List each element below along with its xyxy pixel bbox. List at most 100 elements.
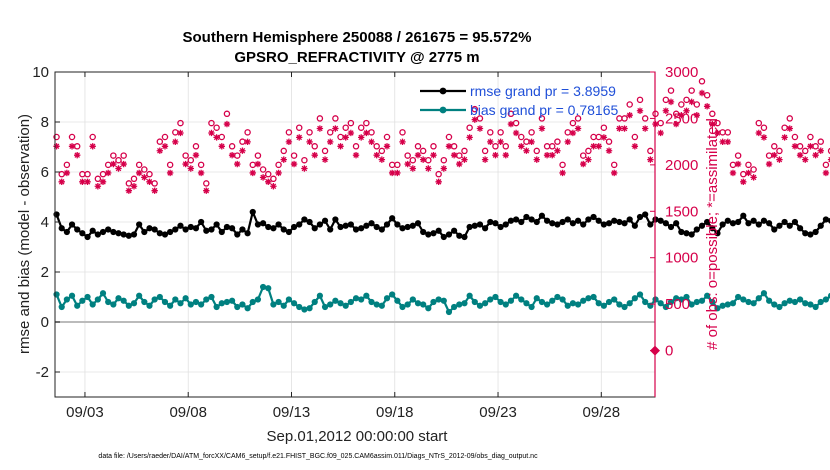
bias-point bbox=[311, 298, 318, 306]
rmse-point bbox=[280, 226, 287, 233]
obs-assimilated-marker bbox=[151, 187, 158, 194]
rmse-line bbox=[55, 210, 830, 239]
rmse-point bbox=[105, 226, 112, 233]
obs-possible-marker bbox=[363, 119, 370, 127]
rmse-point bbox=[714, 230, 721, 237]
obs-assimilated-marker bbox=[146, 178, 153, 186]
obs-assimilated-marker bbox=[492, 151, 499, 159]
bias-point bbox=[363, 292, 370, 299]
rmse-point bbox=[223, 223, 231, 231]
obs-possible-marker bbox=[430, 143, 437, 150]
rmse-point bbox=[585, 216, 592, 223]
bias-point bbox=[755, 295, 762, 302]
obs-assimilated-marker bbox=[172, 138, 179, 146]
obs-possible-marker bbox=[306, 129, 313, 136]
rmse-point bbox=[657, 217, 664, 224]
obs-assimilated-marker bbox=[270, 183, 277, 190]
obs-assimilated-marker bbox=[89, 143, 96, 150]
obs-assimilated-marker bbox=[53, 143, 60, 150]
rmse-point bbox=[807, 231, 814, 238]
obs-assimilated-marker bbox=[120, 160, 127, 168]
y-tick-label: 6 bbox=[41, 164, 49, 181]
rmse-point bbox=[146, 225, 153, 232]
obs-possible-marker bbox=[827, 147, 830, 154]
obs-assimilated-marker bbox=[79, 178, 86, 186]
obs-assimilated-marker bbox=[234, 160, 241, 168]
bias-point bbox=[771, 301, 778, 308]
obs-assimilated-marker bbox=[177, 129, 184, 137]
bias-point bbox=[74, 302, 81, 309]
obs-assimilated-marker bbox=[662, 107, 670, 114]
obs-possible-marker bbox=[68, 133, 76, 141]
rmse-point bbox=[53, 211, 60, 218]
bias-point bbox=[461, 300, 468, 307]
rmse-point bbox=[709, 225, 716, 232]
obs-assimilated-marker bbox=[776, 156, 783, 163]
rmse-point bbox=[492, 220, 499, 227]
obs-possible-marker bbox=[378, 147, 386, 155]
obs-assimilated-marker bbox=[357, 134, 365, 141]
obs-possible-marker bbox=[786, 115, 794, 122]
obs-assimilated-marker bbox=[611, 169, 618, 177]
obs-assimilated-marker bbox=[755, 129, 762, 137]
rmse-point bbox=[776, 222, 783, 229]
obs-possible-marker bbox=[228, 143, 236, 150]
rmse-point bbox=[554, 221, 561, 228]
rmse-point bbox=[631, 222, 638, 229]
obs-possible-marker bbox=[579, 152, 587, 159]
rmse-point bbox=[383, 221, 391, 228]
obs-possible-marker bbox=[734, 152, 742, 159]
obs-possible-marker bbox=[404, 152, 411, 159]
rmse-point bbox=[497, 223, 504, 231]
obs-assimilated-marker bbox=[265, 178, 272, 186]
obs-possible-marker bbox=[626, 101, 633, 108]
bias-point bbox=[683, 293, 690, 301]
obs-possible-marker bbox=[146, 170, 153, 178]
rmse-point bbox=[822, 216, 830, 223]
bias-point bbox=[218, 300, 225, 307]
rmse-point bbox=[296, 221, 303, 228]
bias-point bbox=[673, 295, 680, 302]
obs-assimilated-marker bbox=[574, 125, 582, 132]
obs-possible-marker bbox=[265, 170, 272, 178]
obs-assimilated-marker bbox=[543, 151, 551, 159]
bias-point bbox=[456, 301, 463, 308]
bias-point bbox=[445, 308, 453, 316]
obs-assimilated-marker bbox=[616, 125, 623, 132]
obs-assimilated-marker bbox=[647, 156, 654, 163]
bias-point bbox=[492, 293, 499, 301]
bias-point bbox=[786, 297, 793, 304]
bias-point bbox=[678, 296, 685, 303]
obs-possible-marker bbox=[115, 156, 122, 164]
obs-assimilated-marker bbox=[399, 138, 406, 146]
rmse-point bbox=[678, 228, 685, 236]
obs-possible-marker bbox=[662, 96, 670, 104]
rmse-point bbox=[167, 228, 174, 236]
rmse-point bbox=[626, 216, 633, 223]
obs-assimilated-markers bbox=[53, 89, 830, 194]
obs-assimilated-marker bbox=[585, 156, 592, 163]
obs-possible-marker bbox=[796, 143, 804, 150]
obs-possible-marker bbox=[197, 161, 205, 169]
obs-possible-marker bbox=[574, 115, 582, 122]
obs-possible-marker bbox=[750, 166, 757, 173]
bias-point bbox=[105, 298, 112, 306]
rmse-point bbox=[533, 218, 540, 226]
bias-point bbox=[729, 300, 737, 307]
x-tick-label: 09/13 bbox=[273, 404, 311, 421]
y2-tick-label: 2000 bbox=[665, 157, 698, 174]
rmse-point bbox=[321, 217, 329, 224]
rmse-point bbox=[781, 218, 788, 226]
obs-possible-marker bbox=[388, 161, 396, 169]
obs-possible-marker bbox=[130, 175, 138, 183]
rmse-point bbox=[316, 221, 323, 228]
obs-possible-marker bbox=[476, 115, 484, 122]
obs-possible-marker bbox=[740, 170, 747, 178]
bias-point bbox=[791, 298, 799, 306]
obs-possible-marker bbox=[275, 161, 282, 169]
obs-assimilated-marker bbox=[347, 129, 355, 137]
bias-point bbox=[513, 292, 520, 299]
rmse-point bbox=[543, 217, 551, 224]
obs-assimilated-marker bbox=[430, 151, 437, 159]
rmse-point bbox=[358, 225, 365, 232]
